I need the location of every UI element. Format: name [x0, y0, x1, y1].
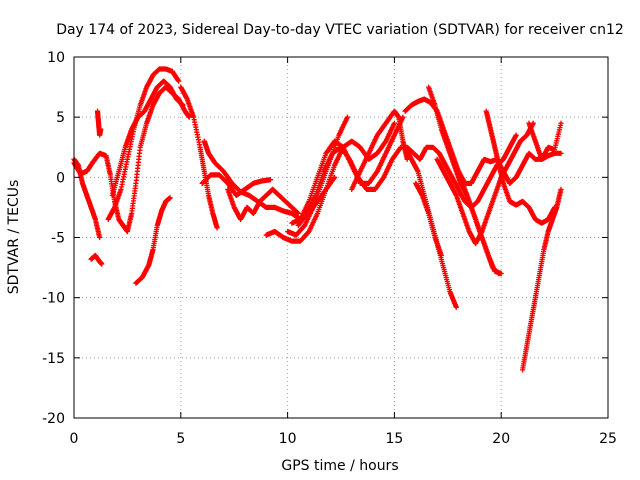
- series-markers: [199, 172, 274, 198]
- series-s8: [178, 84, 220, 231]
- series-markers: [133, 195, 173, 286]
- series-markers: [225, 186, 301, 222]
- series-s4: [88, 252, 105, 267]
- series-markers: [295, 144, 404, 229]
- x-tick-label: 15: [385, 431, 403, 447]
- series-s20: [426, 84, 502, 277]
- series-markers: [349, 108, 410, 192]
- y-tick-label: 5: [56, 110, 65, 126]
- y-tick-label: 0: [56, 170, 65, 186]
- series-markers: [526, 120, 564, 162]
- series-s16: [349, 108, 410, 192]
- series-markers: [105, 66, 182, 222]
- series-s26: [520, 186, 564, 373]
- series-s24: [455, 150, 564, 186]
- series-s25: [526, 120, 564, 162]
- x-tick-label: 5: [176, 431, 185, 447]
- y-axis-title: SDTVAR / TECUs: [6, 180, 22, 295]
- series-s10: [199, 172, 274, 198]
- x-axis-title: GPS time / hours: [281, 458, 398, 474]
- y-tick-label: 10: [47, 50, 65, 66]
- series-markers: [426, 84, 502, 277]
- series-markers: [88, 252, 105, 267]
- chart-title: Day 174 of 2023, Sidereal Day-to-day VTE…: [56, 22, 624, 38]
- series-s15: [295, 144, 404, 229]
- series-markers: [178, 84, 220, 231]
- x-tick-label: 20: [492, 431, 510, 447]
- series-s3: [94, 108, 104, 138]
- series-s19: [413, 180, 444, 259]
- y-tick-label: -5: [51, 231, 65, 247]
- series-markers: [94, 108, 104, 138]
- series-s5: [105, 66, 182, 222]
- x-tick-label: 0: [70, 431, 79, 447]
- series-markers: [455, 150, 564, 186]
- series-markers: [109, 78, 186, 198]
- axis-ticks: 0 5 10 15 20 25 -20 -15 -10 -5 0 5 10: [42, 50, 617, 447]
- x-tick-label: 25: [599, 431, 617, 447]
- x-tick-label: 10: [279, 431, 297, 447]
- y-tick-label: -20: [42, 411, 65, 427]
- series-markers: [520, 186, 564, 373]
- y-tick-label: -10: [42, 291, 65, 307]
- y-tick-label: -15: [42, 351, 65, 367]
- series-markers: [413, 180, 444, 259]
- series-s7: [133, 195, 173, 286]
- series-s21: [404, 132, 519, 210]
- series-s11: [225, 186, 301, 222]
- series-markers: [404, 132, 519, 210]
- series-s6: [109, 78, 186, 198]
